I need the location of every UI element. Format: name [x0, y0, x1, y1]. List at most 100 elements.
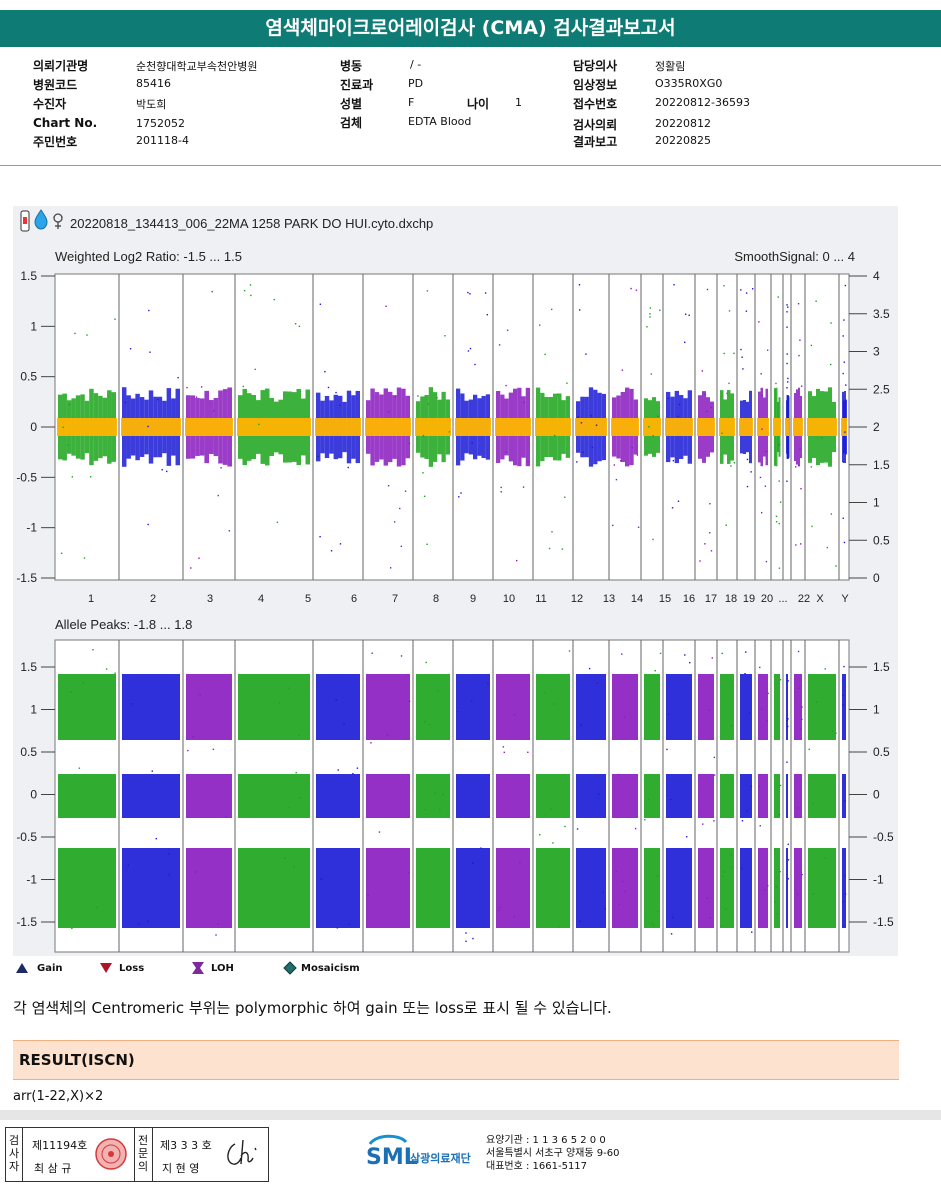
ward-value: / -	[410, 58, 422, 71]
ward-label: 병동	[340, 59, 363, 73]
patient-info: 의뢰기관명 순천향대학교부속천안병원 병원코드 85416 수진자 박도희 Ch…	[0, 55, 941, 165]
sml-logo-text: SML	[366, 1145, 418, 1170]
bottom-right-tick-label: 0.5	[873, 745, 890, 759]
signature-box: 검사자 제11194호 최 삼 규 전문의 제3 3 3 호 지 현 영	[5, 1127, 269, 1182]
chr-19-log2-band	[773, 296, 782, 569]
chr-8-allele-band	[456, 674, 490, 943]
footer: 검사자 제11194호 최 삼 규 전문의 제3 3 3 호 지 현 영 SML…	[0, 1120, 941, 1191]
top-right-tick-label: 0.5	[873, 533, 890, 547]
chr-15-log2-band	[697, 288, 715, 562]
specimen-label: 검체	[340, 116, 363, 130]
bottom-left-tick-label: 0	[30, 788, 37, 802]
receipt-no-label: 접수번호	[573, 97, 618, 111]
footer-separator	[0, 1110, 941, 1120]
chr-8-log2-band	[455, 291, 491, 498]
bottom-right-tick-label: -0.5	[873, 830, 894, 844]
chart-no-value: 1752052	[136, 117, 185, 130]
org-phone: 대표번호 : 1661-5117	[486, 1161, 588, 1172]
sex-label: 성별	[340, 97, 363, 111]
report-date-value: 20220825	[655, 134, 711, 147]
clinical-info-label: 임상정보	[573, 78, 618, 92]
chr-2-log2-band	[121, 309, 181, 526]
chromosome-label: 19	[743, 593, 755, 605]
chromosome-label: 5	[305, 593, 311, 605]
chromosome-label: 20	[761, 593, 773, 605]
specialist-no: 제3 3 3 호	[160, 1139, 212, 1152]
handwritten-signature-icon	[227, 1139, 257, 1165]
chromosome-label: 18	[725, 593, 737, 605]
chromosome-label: 11	[535, 593, 546, 605]
official-seal-icon	[95, 1138, 127, 1170]
chromosome-label: 4	[258, 593, 264, 605]
age-value: 1	[515, 96, 522, 109]
chr-4-log2-band	[237, 284, 311, 523]
report-date-label: 결과보고	[573, 135, 618, 149]
top-left-tick-label: 0	[30, 420, 37, 434]
age-label: 나이	[467, 97, 490, 111]
chr-7-log2-band	[415, 290, 451, 545]
diamond-icon	[283, 961, 297, 978]
chromosome-label: 15	[659, 593, 671, 605]
chr-10-allele-band	[536, 650, 571, 928]
chr-1-allele-band	[58, 649, 116, 930]
hospital-code-label: 병원코드	[33, 78, 78, 92]
department-label: 진료과	[340, 78, 374, 92]
tester-no: 제11194호	[32, 1139, 88, 1152]
org-name: 삼광의료재단	[410, 1151, 471, 1165]
request-date-value: 20220812	[655, 117, 711, 130]
chr-...-log2-band	[793, 303, 803, 546]
chr-6-log2-band	[365, 305, 411, 569]
bottom-panel-title: Allele Peaks: -1.8 ... 1.8	[55, 617, 192, 632]
tester-name: 최 삼 규	[34, 1162, 72, 1175]
top-left-tick-label: -1.5	[16, 571, 37, 585]
top-left-tick-label: -1	[26, 521, 37, 535]
top-panel-right-title: SmoothSignal: 0 ... 4	[734, 249, 855, 264]
legend-gain-label: Gain	[37, 963, 63, 974]
chromosome-label: 1	[88, 593, 94, 605]
loh-icon	[191, 961, 205, 978]
chr-3-log2-band	[185, 290, 233, 569]
doctor-label: 담당의사	[573, 59, 618, 73]
info-divider	[0, 165, 941, 166]
chromosome-label: 3	[207, 593, 213, 605]
chr-6-allele-band	[366, 652, 411, 928]
chr-X-log2-band	[841, 284, 847, 544]
chr-13-allele-band	[644, 652, 662, 928]
sex-value: F	[408, 96, 415, 109]
bottom-left-tick-label: 1	[30, 703, 37, 717]
doctor-value: 정활림	[655, 60, 686, 73]
top-right-tick-label: 2	[873, 420, 880, 434]
top-right-tick-label: 4	[873, 269, 880, 283]
specialist-label: 전문의	[137, 1134, 149, 1173]
chr-13-log2-band	[643, 307, 661, 541]
centromere-note: 각 염색체의 Centromeric 부위는 polymorphic 하여 ga…	[13, 999, 612, 1017]
org-address: 서울특별시 서초구 양재동 9-60	[486, 1148, 620, 1159]
resident-no-value: 201118-4	[136, 134, 189, 147]
top-left-tick-label: 0.5	[20, 370, 37, 384]
hospital-code-value: 85416	[136, 77, 171, 90]
bottom-left-tick-label: 0.5	[20, 745, 37, 759]
triangle-down-icon	[99, 962, 113, 977]
chr-9-log2-band	[495, 329, 531, 562]
cma-plot: 20220818_134413_006_22MA 1258 PARK DO HU…	[16, 209, 894, 953]
top-panel-title: Weighted Log2 Ratio: -1.5 ... 1.5	[55, 249, 242, 264]
top-right-tick-label: 1	[873, 496, 880, 510]
chromosome-label: 12	[571, 593, 583, 605]
chr-18-allele-band	[758, 666, 769, 928]
chr-14-log2-band	[665, 284, 693, 509]
chr-9-allele-band	[496, 674, 530, 928]
legend-loss-label: Loss	[119, 963, 145, 974]
chr-15-allele-band	[698, 657, 716, 928]
chr-5-allele-band	[316, 674, 360, 929]
bottom-left-tick-label: -0.5	[16, 830, 37, 844]
chromosome-label: 17	[705, 593, 717, 605]
chromosome-label: 10	[503, 593, 515, 605]
chromosome-label: X	[816, 593, 824, 605]
sml-logo: SML 삼광의료재단	[366, 1132, 484, 1176]
bottom-right-tick-label: 0	[873, 788, 880, 802]
chr-20-log2-band	[785, 304, 790, 482]
patient-label: 수진자	[33, 97, 67, 111]
hospital-name-value: 순천향대학교부속천안병원	[136, 60, 258, 73]
bottom-right-tick-label: -1.5	[873, 915, 894, 929]
chr-16-log2-band	[719, 285, 736, 526]
